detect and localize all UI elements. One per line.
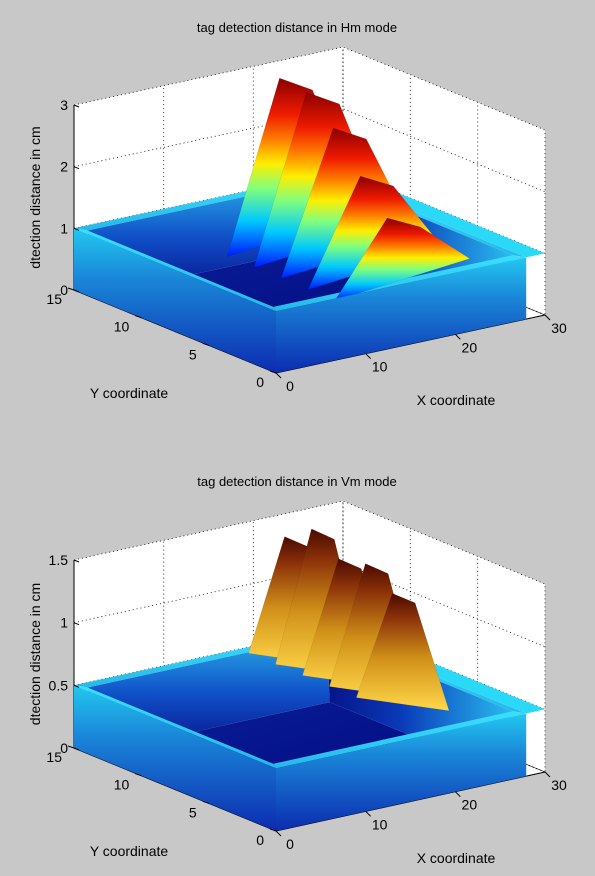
y-axis-label: Y coordinate bbox=[90, 385, 169, 401]
x-tick-label: 10 bbox=[372, 816, 388, 832]
y-tick bbox=[202, 800, 209, 804]
y-tick bbox=[135, 315, 142, 319]
y-tick bbox=[269, 828, 277, 832]
y-tick-label: 10 bbox=[114, 319, 130, 335]
z-tick-label: 3 bbox=[60, 97, 68, 113]
x-tick-label: 30 bbox=[551, 320, 567, 336]
z-tick-label: 2 bbox=[60, 159, 68, 175]
x-tick-label: 10 bbox=[372, 359, 388, 375]
z-tick bbox=[73, 747, 80, 751]
surface-wall-left bbox=[74, 228, 276, 373]
x-tick-label: 0 bbox=[286, 836, 294, 852]
chart-title: tag detection distance in Vm mode bbox=[197, 474, 396, 489]
z-tick-label: 1 bbox=[60, 220, 68, 236]
surface-wall-front bbox=[276, 257, 527, 373]
z-tick-label: 1 bbox=[60, 615, 68, 631]
z-tick bbox=[73, 289, 80, 293]
z-tick-label: 0.5 bbox=[49, 677, 69, 693]
grid-line-z bbox=[73, 108, 546, 193]
x-tick bbox=[365, 810, 372, 817]
x-tick bbox=[454, 333, 461, 340]
y-tick-label: 0 bbox=[256, 832, 264, 848]
x-tick-label: 0 bbox=[286, 378, 294, 394]
y-tick-label: 5 bbox=[189, 804, 197, 820]
surface-rim-front bbox=[273, 711, 527, 769]
surface-peak bbox=[355, 593, 450, 712]
x-tick bbox=[275, 830, 282, 837]
z-tick bbox=[73, 559, 80, 563]
x-tick-label: 20 bbox=[462, 797, 478, 813]
x-axis-label: X coordinate bbox=[417, 850, 496, 866]
chart-title: tag detection distance in Hm mode bbox=[197, 20, 397, 35]
x-tick bbox=[544, 314, 551, 321]
z-tick bbox=[73, 104, 80, 108]
surface-rim-front bbox=[273, 255, 527, 312]
z-tick bbox=[73, 622, 80, 626]
y-tick-label: 15 bbox=[46, 749, 62, 765]
x-tick bbox=[454, 791, 461, 798]
x-tick bbox=[544, 771, 551, 778]
x-tick bbox=[365, 353, 372, 360]
y-axis-label: Y coordinate bbox=[90, 843, 169, 859]
z-axis-label: dtection distance in cm bbox=[27, 583, 43, 725]
grid-line-z bbox=[73, 500, 546, 585]
z-axis-label: dtection distance in cm bbox=[27, 126, 43, 268]
surface-rim-left bbox=[74, 228, 276, 312]
x-tick-label: 20 bbox=[462, 339, 478, 355]
y-tick bbox=[202, 342, 209, 346]
z-tick bbox=[73, 684, 80, 688]
x-tick bbox=[275, 372, 282, 379]
y-tick-label: 15 bbox=[46, 291, 62, 307]
y-tick bbox=[269, 370, 277, 374]
surface-wall-left bbox=[74, 685, 276, 831]
y-tick-label: 10 bbox=[114, 777, 130, 793]
x-axis-label: X coordinate bbox=[417, 392, 496, 408]
z-tick-label: 0 bbox=[60, 282, 68, 298]
z-tick-label: 1.5 bbox=[49, 552, 69, 568]
surface-wall-front bbox=[276, 713, 527, 831]
y-tick-label: 0 bbox=[256, 374, 264, 390]
grid-line-y bbox=[208, 556, 479, 804]
x-tick-label: 30 bbox=[551, 777, 567, 793]
z-tick bbox=[73, 166, 80, 170]
grid-line-y bbox=[275, 584, 546, 832]
grid-line-y bbox=[141, 528, 411, 777]
grid-line-z bbox=[73, 625, 546, 710]
y-tick bbox=[67, 287, 75, 291]
y-tick bbox=[135, 773, 142, 777]
y-tick bbox=[67, 745, 75, 749]
surface-peak bbox=[334, 217, 471, 302]
z-tick-label: 0 bbox=[60, 740, 68, 756]
y-tick-label: 5 bbox=[189, 346, 197, 362]
z-tick bbox=[73, 227, 80, 231]
